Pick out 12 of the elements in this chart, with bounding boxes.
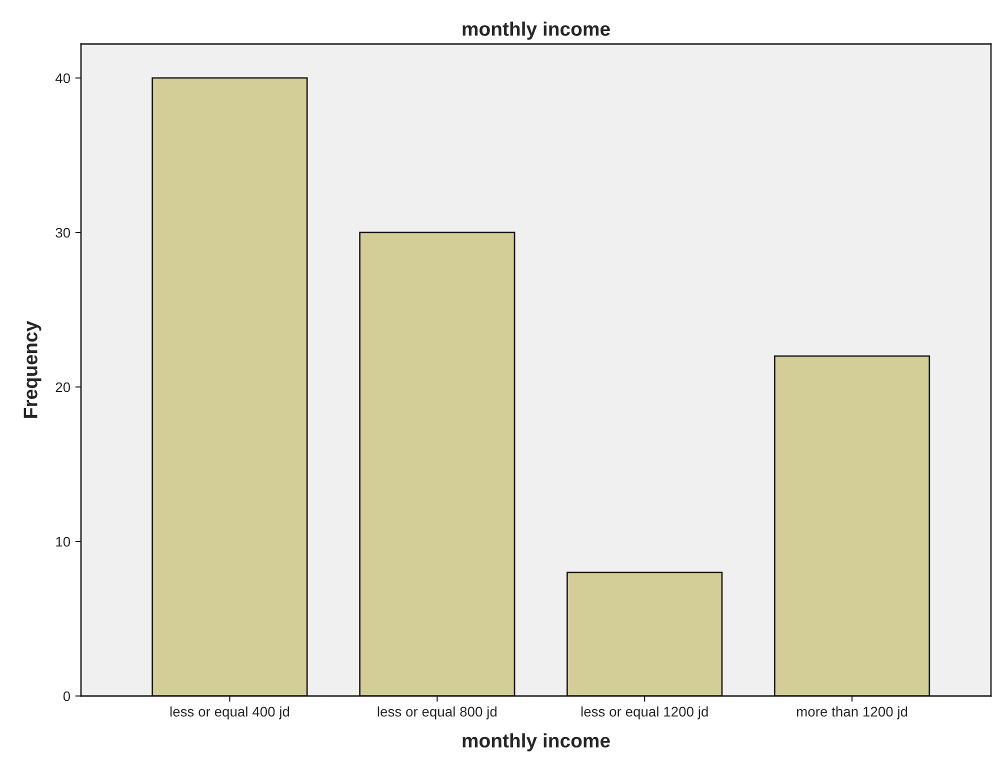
chart-title: monthly income [462, 22, 610, 40]
x-axis-title: monthly income [462, 733, 610, 752]
x-tick-label: less or equal 400 jd [170, 706, 290, 720]
y-axis-title: Frequency [24, 320, 42, 418]
x-tick-label: less or equal 800 jd [378, 706, 496, 720]
y-tick-label: 0 [63, 691, 70, 702]
x-tick-label: less or equal 1200 jd [581, 706, 708, 720]
y-tick-label: 10 [56, 536, 70, 547]
y-tick-label: 20 [56, 382, 70, 392]
y-tick-label: 40 [55, 73, 70, 84]
x-tick-label: more than 1200 jd [796, 706, 908, 720]
y-tick-label: 30 [56, 228, 70, 238]
